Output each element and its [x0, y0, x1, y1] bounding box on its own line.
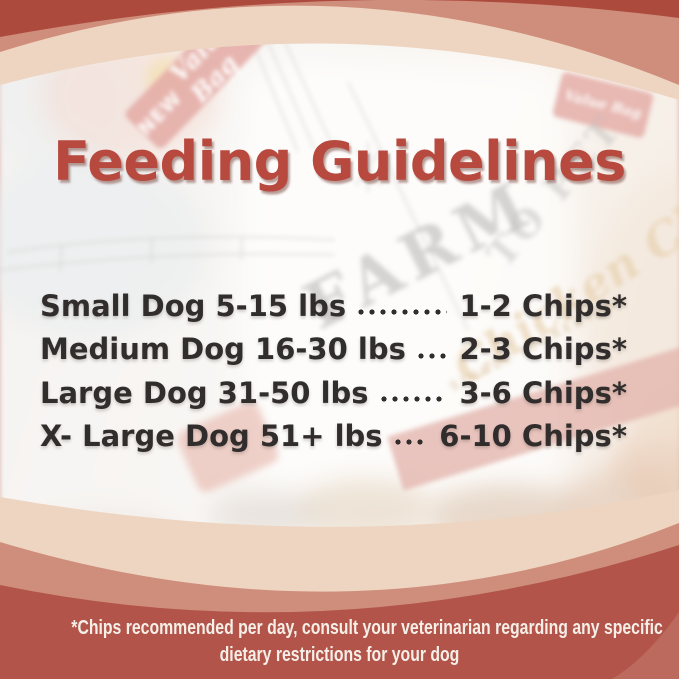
dot-leader [417, 352, 448, 359]
feeding-row: X- Large Dog 51+ lbs 6-10 Chips* [40, 419, 627, 454]
row-value: 6-10 Chips* [439, 419, 627, 454]
page-title: Feeding Guidelines [53, 130, 626, 193]
row-label: Medium Dog 16-30 lbs [40, 332, 406, 367]
feeding-row: Small Dog 5-15 lbs 1-2 Chips* [40, 289, 627, 323]
feeding-row: Large Dog 31-50 lbs 3-6 Chips* [40, 375, 627, 410]
feeding-row: Medium Dog 16-30 lbs 2-3 Chips* [40, 332, 627, 367]
row-label: X- Large Dog 51+ lbs [40, 419, 383, 454]
feeding-table: Small Dog 5-15 lbs 1-2 Chips* Medium Dog… [40, 289, 627, 454]
row-value: 3-6 Chips* [459, 375, 627, 410]
row-value: 2-3 Chips* [459, 332, 627, 367]
row-label: Small Dog 5-15 lbs [40, 289, 347, 323]
footnote-line-1: *Chips recommended per day, consult your… [71, 617, 663, 639]
top-arc-frame [0, 0, 679, 100]
row-value: 1-2 Chips* [459, 289, 627, 323]
dot-leader [380, 396, 448, 403]
footnote: *Chips recommended per day, consult your… [71, 615, 663, 669]
dot-leader [394, 439, 428, 446]
row-label: Large Dog 31-50 lbs [40, 375, 369, 410]
footnote-line-2: dietary restrictions for your dog [219, 644, 460, 666]
bottom-arc-frame [0, 490, 679, 679]
dot-leader [358, 309, 448, 316]
